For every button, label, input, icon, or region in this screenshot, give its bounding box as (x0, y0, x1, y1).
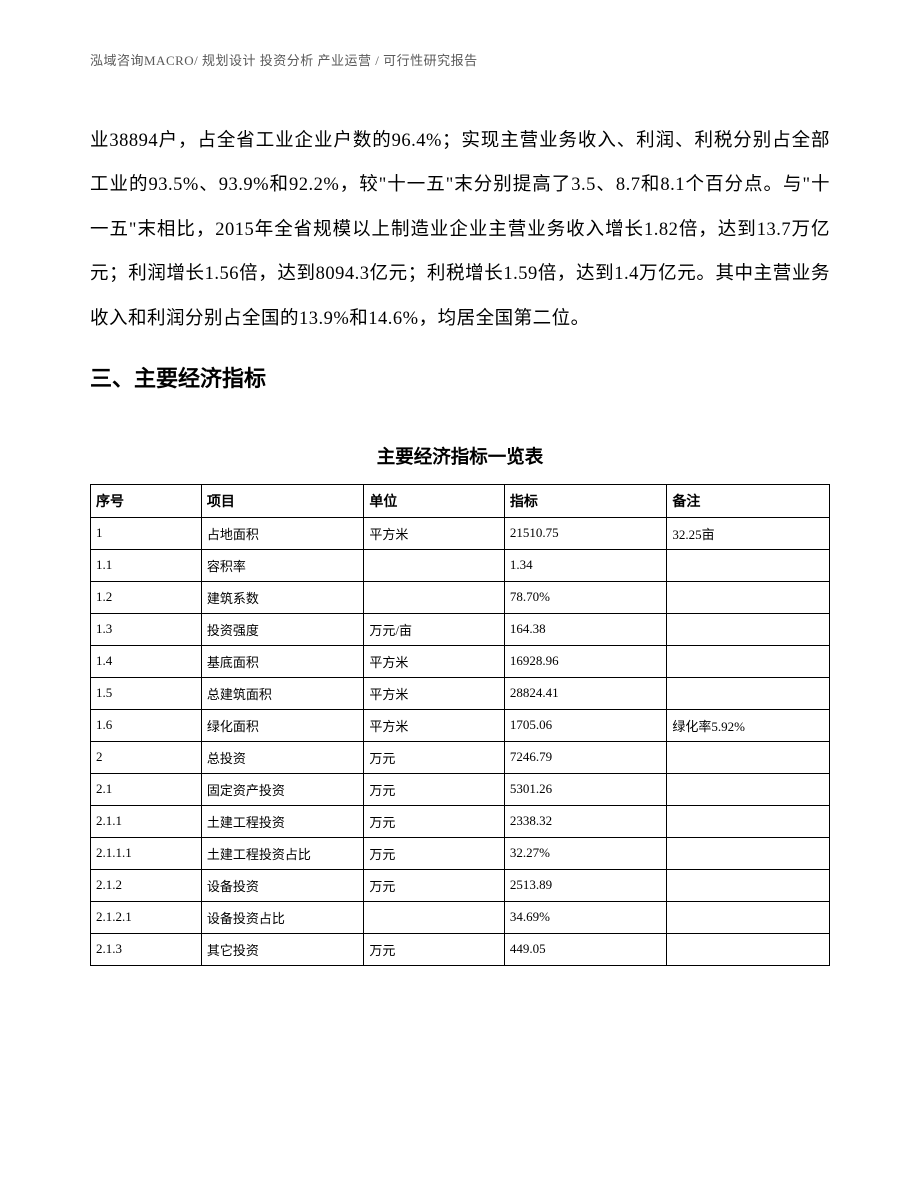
table-cell: 其它投资 (201, 933, 364, 965)
table-cell: 1.3 (91, 613, 202, 645)
table-cell: 万元/亩 (364, 613, 504, 645)
table-cell: 平方米 (364, 517, 504, 549)
table-cell (667, 549, 830, 581)
table-cell: 449.05 (504, 933, 667, 965)
table-cell: 万元 (364, 773, 504, 805)
table-cell: 投资强度 (201, 613, 364, 645)
table-cell (667, 837, 830, 869)
table-cell: 总投资 (201, 741, 364, 773)
table-row: 1.4基底面积平方米16928.96 (91, 645, 830, 677)
table-row: 1.5总建筑面积平方米28824.41 (91, 677, 830, 709)
table-cell: 绿化率5.92% (667, 709, 830, 741)
table-cell: 1.5 (91, 677, 202, 709)
table-cell: 78.70% (504, 581, 667, 613)
table-header-cell: 指标 (504, 484, 667, 517)
table-cell (667, 901, 830, 933)
table-cell: 1 (91, 517, 202, 549)
table-cell: 7246.79 (504, 741, 667, 773)
table-cell: 2.1 (91, 773, 202, 805)
table-row: 2.1.1.1土建工程投资占比万元32.27% (91, 837, 830, 869)
table-cell: 1.1 (91, 549, 202, 581)
table-cell: 164.38 (504, 613, 667, 645)
table-cell (667, 645, 830, 677)
table-title: 主要经济指标一览表 (90, 443, 830, 469)
table-cell: 土建工程投资占比 (201, 837, 364, 869)
table-cell: 平方米 (364, 645, 504, 677)
table-cell: 34.69% (504, 901, 667, 933)
table-row: 1.3投资强度万元/亩164.38 (91, 613, 830, 645)
table-cell (667, 805, 830, 837)
table-cell: 2.1.1 (91, 805, 202, 837)
table-cell: 2338.32 (504, 805, 667, 837)
table-row: 1.2建筑系数 78.70% (91, 581, 830, 613)
body-paragraph: 业38894户，占全省工业企业户数的96.4%；实现主营业务收入、利润、利税分别… (90, 119, 830, 341)
table-cell: 设备投资占比 (201, 901, 364, 933)
table-cell: 万元 (364, 805, 504, 837)
table-cell (364, 901, 504, 933)
table-cell: 固定资产投资 (201, 773, 364, 805)
table-cell: 基底面积 (201, 645, 364, 677)
table-cell (667, 613, 830, 645)
table-header-row: 序号 项目 单位 指标 备注 (91, 484, 830, 517)
table-row: 1.6绿化面积平方米1705.06绿化率5.92% (91, 709, 830, 741)
table-cell: 5301.26 (504, 773, 667, 805)
economic-indicators-table: 序号 项目 单位 指标 备注 1占地面积平方米21510.7532.25亩1.1… (90, 484, 830, 966)
table-row: 2.1.3其它投资万元449.05 (91, 933, 830, 965)
table-cell: 1.4 (91, 645, 202, 677)
table-cell: 2.1.2 (91, 869, 202, 901)
table-cell: 绿化面积 (201, 709, 364, 741)
table-cell: 建筑系数 (201, 581, 364, 613)
table-cell: 设备投资 (201, 869, 364, 901)
table-row: 1占地面积平方米21510.7532.25亩 (91, 517, 830, 549)
table-cell: 28824.41 (504, 677, 667, 709)
table-row: 2.1固定资产投资万元5301.26 (91, 773, 830, 805)
table-cell (667, 741, 830, 773)
table-cell: 1.6 (91, 709, 202, 741)
table-cell (667, 581, 830, 613)
table-cell: 土建工程投资 (201, 805, 364, 837)
table-header-cell: 备注 (667, 484, 830, 517)
table-cell: 万元 (364, 933, 504, 965)
table-cell: 1.34 (504, 549, 667, 581)
table-cell: 2.1.2.1 (91, 901, 202, 933)
table-cell (667, 677, 830, 709)
table-cell: 1705.06 (504, 709, 667, 741)
table-cell (667, 773, 830, 805)
table-cell: 万元 (364, 837, 504, 869)
document-page: 泓域咨询MACRO/ 规划设计 投资分析 产业运营 / 可行性研究报告 业388… (0, 0, 920, 1016)
table-cell: 32.25亩 (667, 517, 830, 549)
table-cell: 占地面积 (201, 517, 364, 549)
table-cell: 2513.89 (504, 869, 667, 901)
table-cell: 2.1.1.1 (91, 837, 202, 869)
table-header-cell: 序号 (91, 484, 202, 517)
table-cell (667, 933, 830, 965)
table-cell: 21510.75 (504, 517, 667, 549)
table-cell: 16928.96 (504, 645, 667, 677)
table-cell: 32.27% (504, 837, 667, 869)
table-cell: 平方米 (364, 677, 504, 709)
table-row: 2.1.2设备投资万元2513.89 (91, 869, 830, 901)
table-row: 2.1.2.1设备投资占比 34.69% (91, 901, 830, 933)
table-row: 1.1容积率 1.34 (91, 549, 830, 581)
table-cell: 平方米 (364, 709, 504, 741)
table-cell: 容积率 (201, 549, 364, 581)
table-cell: 万元 (364, 741, 504, 773)
table-cell: 2.1.3 (91, 933, 202, 965)
table-cell (667, 869, 830, 901)
table-row: 2.1.1土建工程投资万元2338.32 (91, 805, 830, 837)
table-row: 2总投资万元7246.79 (91, 741, 830, 773)
table-cell: 总建筑面积 (201, 677, 364, 709)
table-cell: 2 (91, 741, 202, 773)
table-cell: 万元 (364, 869, 504, 901)
table-header-cell: 单位 (364, 484, 504, 517)
table-cell: 1.2 (91, 581, 202, 613)
table-cell (364, 549, 504, 581)
section-heading: 三、主要经济指标 (90, 361, 830, 393)
table-header-cell: 项目 (201, 484, 364, 517)
page-header: 泓域咨询MACRO/ 规划设计 投资分析 产业运营 / 可行性研究报告 (90, 50, 830, 69)
table-cell (364, 581, 504, 613)
